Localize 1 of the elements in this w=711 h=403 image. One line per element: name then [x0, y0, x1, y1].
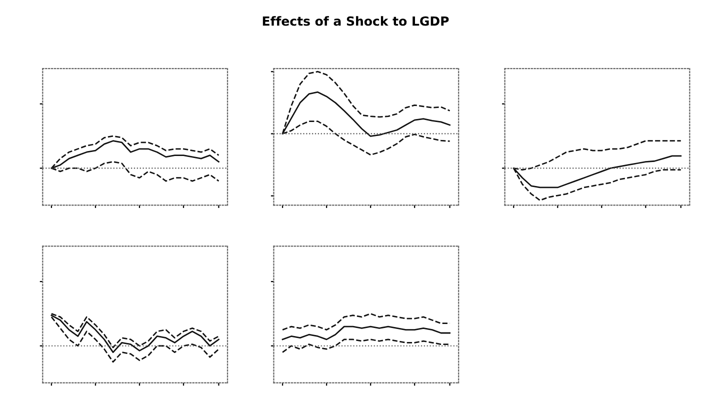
- text: Effects of a Shock to LGDP: [262, 16, 449, 26]
